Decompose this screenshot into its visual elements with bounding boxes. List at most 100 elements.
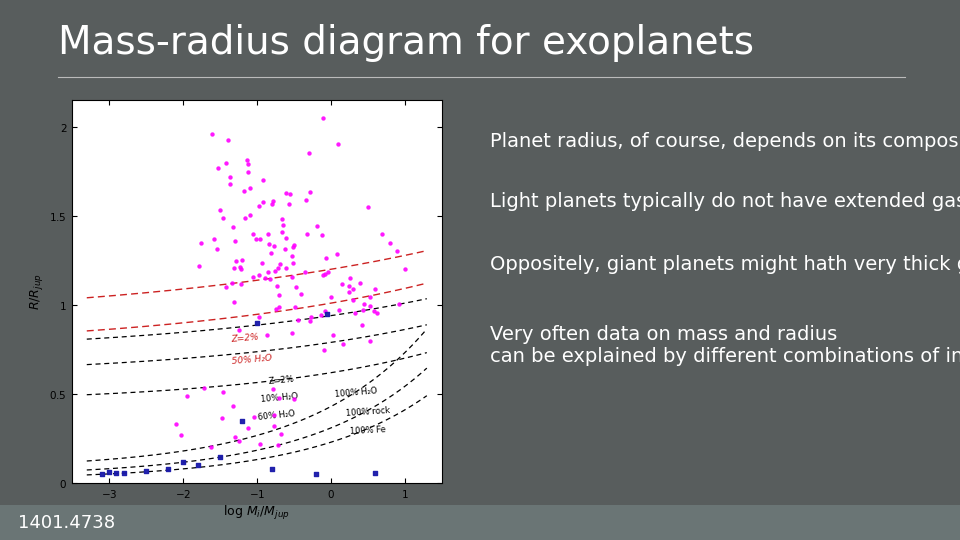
Y-axis label: $R/R_{jup}$: $R/R_{jup}$ bbox=[29, 273, 45, 310]
Point bbox=[366, 307, 381, 315]
Point bbox=[354, 320, 370, 329]
Point bbox=[261, 240, 276, 248]
Point bbox=[355, 305, 371, 314]
Point bbox=[278, 188, 294, 197]
Point bbox=[284, 273, 300, 281]
Point bbox=[390, 247, 405, 256]
Point bbox=[252, 202, 267, 211]
Point bbox=[209, 245, 225, 253]
Text: Oppositely, giant planets might hath very thick gas envelopes.: Oppositely, giant planets might hath ver… bbox=[490, 255, 960, 274]
Point bbox=[284, 252, 300, 260]
Point bbox=[281, 200, 297, 209]
Text: Very often data on mass and radius
can be explained by different combinations of: Very often data on mass and radius can b… bbox=[490, 325, 960, 366]
Point bbox=[231, 326, 247, 334]
Point bbox=[263, 249, 278, 258]
Text: 1401.4738: 1401.4738 bbox=[18, 514, 115, 532]
Point bbox=[267, 267, 282, 276]
Point bbox=[226, 401, 241, 410]
Point bbox=[252, 440, 268, 449]
Point bbox=[108, 468, 124, 477]
Point bbox=[233, 265, 249, 273]
Point bbox=[298, 268, 313, 276]
Point bbox=[168, 420, 183, 429]
Point bbox=[308, 470, 324, 478]
Point bbox=[212, 205, 228, 214]
Point bbox=[254, 258, 270, 267]
Point bbox=[317, 269, 332, 278]
Point bbox=[270, 264, 285, 272]
Point bbox=[299, 196, 314, 205]
Point bbox=[234, 416, 250, 425]
Point bbox=[275, 227, 290, 236]
Point bbox=[363, 293, 378, 301]
Point bbox=[317, 307, 332, 315]
FancyBboxPatch shape bbox=[0, 505, 960, 540]
Point bbox=[246, 230, 261, 239]
Point bbox=[352, 279, 368, 288]
Point bbox=[282, 190, 298, 198]
Point bbox=[278, 264, 294, 272]
Point bbox=[320, 309, 335, 318]
Point bbox=[259, 331, 275, 340]
Point bbox=[265, 200, 280, 208]
Point bbox=[267, 410, 282, 419]
Point bbox=[341, 288, 356, 296]
Point bbox=[260, 230, 276, 239]
Text: 100% rock: 100% rock bbox=[346, 407, 391, 418]
Point bbox=[216, 213, 231, 222]
Point bbox=[334, 280, 349, 288]
Point bbox=[302, 187, 318, 196]
Point bbox=[223, 173, 238, 181]
Point bbox=[285, 259, 300, 268]
Point bbox=[374, 230, 390, 238]
Point bbox=[236, 186, 252, 195]
Point bbox=[237, 214, 252, 222]
Point bbox=[210, 164, 226, 173]
Point bbox=[331, 306, 347, 314]
Point bbox=[215, 388, 230, 396]
Point bbox=[370, 309, 385, 318]
Text: Z=2%: Z=2% bbox=[268, 375, 295, 386]
Point bbox=[342, 281, 357, 290]
Point bbox=[368, 468, 383, 477]
Point bbox=[286, 243, 301, 252]
Point bbox=[293, 290, 308, 299]
Point bbox=[274, 430, 289, 438]
Point bbox=[239, 156, 254, 164]
Point bbox=[116, 469, 132, 478]
Point bbox=[268, 305, 283, 313]
Point bbox=[329, 250, 345, 259]
Point bbox=[245, 273, 260, 281]
Point bbox=[180, 392, 195, 400]
Point bbox=[271, 441, 286, 449]
Point bbox=[303, 313, 319, 321]
Point bbox=[274, 214, 289, 223]
Point bbox=[160, 465, 176, 474]
Point bbox=[382, 238, 397, 247]
Point bbox=[300, 149, 316, 158]
Text: 100% Fe: 100% Fe bbox=[349, 426, 386, 436]
Point bbox=[276, 221, 291, 230]
Point bbox=[345, 296, 360, 305]
Text: Planet radius, of course, depends on its composition.: Planet radius, of course, depends on its… bbox=[490, 132, 960, 151]
Point bbox=[102, 468, 117, 476]
Point bbox=[265, 197, 280, 206]
Point bbox=[290, 316, 305, 325]
Point bbox=[191, 261, 206, 270]
Point bbox=[330, 140, 346, 149]
Point bbox=[240, 423, 255, 432]
Point bbox=[263, 274, 278, 283]
Point bbox=[266, 422, 281, 430]
Point bbox=[247, 413, 262, 422]
Point bbox=[321, 267, 336, 276]
Point bbox=[204, 130, 220, 138]
Text: 10% H₂O: 10% H₂O bbox=[260, 392, 299, 404]
Point bbox=[368, 285, 383, 293]
Point bbox=[317, 346, 332, 354]
Point bbox=[357, 300, 372, 308]
Point bbox=[325, 331, 341, 340]
Point bbox=[176, 457, 191, 466]
Point bbox=[286, 241, 301, 249]
Point bbox=[240, 167, 255, 176]
Point bbox=[226, 223, 241, 232]
